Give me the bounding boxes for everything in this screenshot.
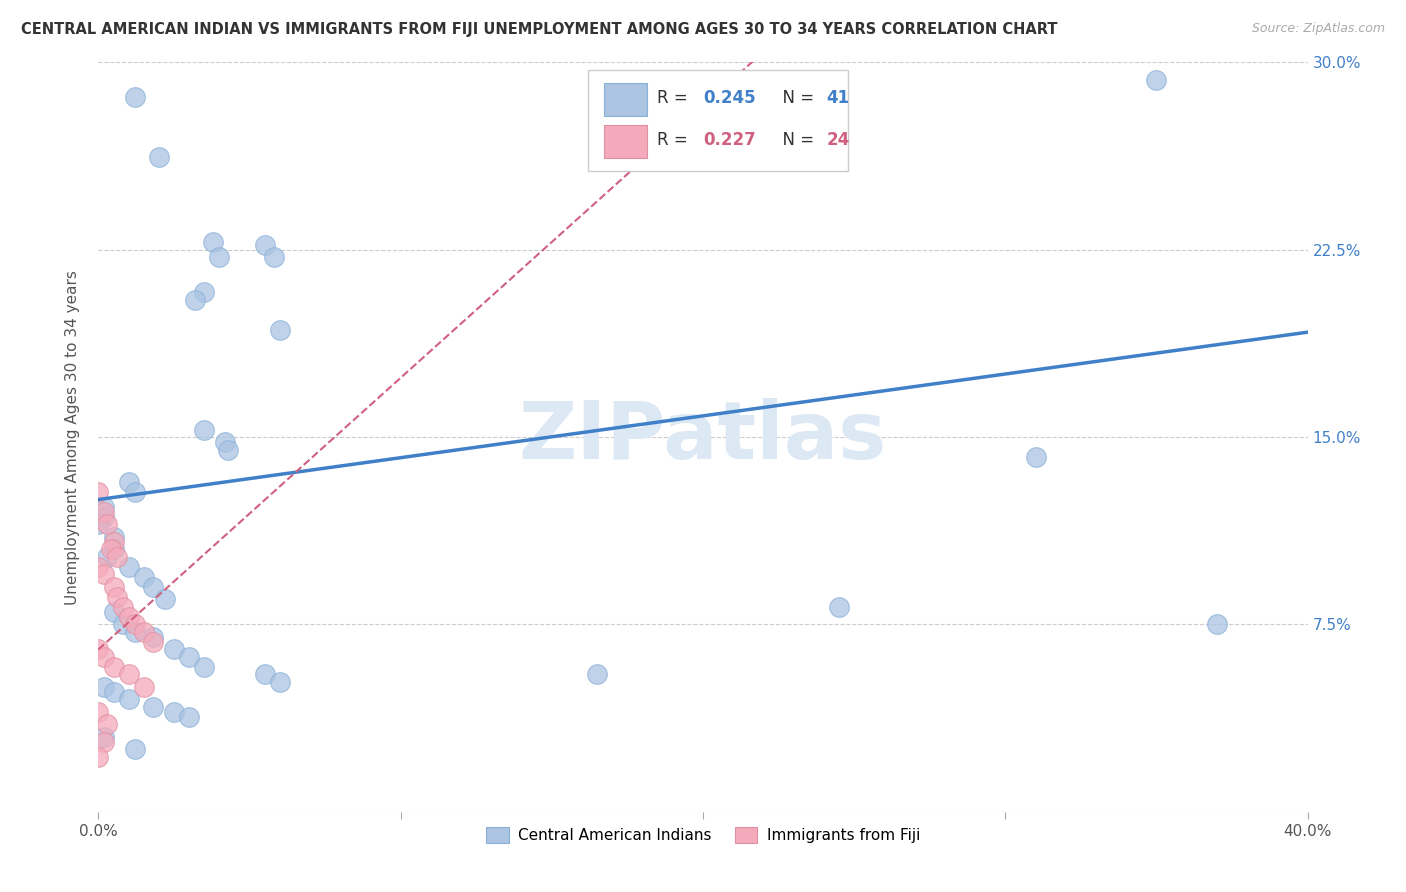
Point — [263, 250, 285, 264]
Point — [202, 235, 225, 250]
Point — [96, 549, 118, 564]
Point — [193, 285, 215, 300]
Text: ZIPatlas: ZIPatlas — [519, 398, 887, 476]
Point — [193, 660, 215, 674]
Point — [96, 517, 118, 532]
Point — [253, 237, 276, 252]
Point — [87, 517, 110, 532]
Point — [105, 549, 128, 564]
Point — [163, 705, 186, 719]
Point — [93, 567, 115, 582]
Text: 0.245: 0.245 — [703, 89, 755, 107]
Point — [214, 435, 236, 450]
Point — [132, 680, 155, 694]
Point — [253, 667, 276, 681]
Point — [124, 617, 146, 632]
Point — [217, 442, 239, 457]
Point — [118, 610, 141, 624]
Point — [103, 660, 125, 674]
Point — [87, 642, 110, 657]
Text: 24: 24 — [827, 130, 849, 149]
Point — [148, 150, 170, 164]
Point — [118, 560, 141, 574]
Point — [93, 500, 115, 514]
Text: CENTRAL AMERICAN INDIAN VS IMMIGRANTS FROM FIJI UNEMPLOYMENT AMONG AGES 30 TO 34: CENTRAL AMERICAN INDIAN VS IMMIGRANTS FR… — [21, 22, 1057, 37]
Point — [87, 485, 110, 500]
Point — [93, 730, 115, 744]
Point — [124, 624, 146, 639]
Point — [586, 667, 609, 681]
Point — [132, 624, 155, 639]
Point — [93, 735, 115, 749]
Text: 0.227: 0.227 — [703, 130, 756, 149]
Point — [142, 580, 165, 594]
Point — [96, 717, 118, 731]
Legend: Central American Indians, Immigrants from Fiji: Central American Indians, Immigrants fro… — [479, 821, 927, 849]
Point — [142, 699, 165, 714]
Point — [124, 485, 146, 500]
Point — [193, 423, 215, 437]
Point — [269, 323, 291, 337]
Point — [118, 667, 141, 681]
Point — [179, 710, 201, 724]
Point — [103, 542, 125, 557]
Point — [142, 635, 165, 649]
Point — [93, 649, 115, 664]
Point — [100, 542, 122, 557]
Point — [828, 599, 851, 614]
Point — [111, 617, 134, 632]
Point — [118, 692, 141, 706]
Point — [208, 250, 231, 264]
Point — [179, 649, 201, 664]
Point — [103, 605, 125, 619]
Point — [163, 642, 186, 657]
Text: R =: R = — [657, 89, 693, 107]
Point — [103, 685, 125, 699]
Point — [132, 570, 155, 584]
Point — [269, 674, 291, 689]
Point — [103, 580, 125, 594]
Point — [87, 749, 110, 764]
FancyBboxPatch shape — [588, 70, 848, 171]
Text: N =: N = — [772, 89, 820, 107]
FancyBboxPatch shape — [603, 84, 647, 116]
Point — [124, 742, 146, 756]
Point — [124, 90, 146, 104]
Point — [111, 599, 134, 614]
Text: 41: 41 — [827, 89, 849, 107]
Point — [105, 590, 128, 604]
Point — [118, 475, 141, 489]
Point — [103, 530, 125, 544]
Point — [87, 705, 110, 719]
Text: Source: ZipAtlas.com: Source: ZipAtlas.com — [1251, 22, 1385, 36]
Point — [1206, 617, 1229, 632]
Y-axis label: Unemployment Among Ages 30 to 34 years: Unemployment Among Ages 30 to 34 years — [65, 269, 80, 605]
Point — [93, 505, 115, 519]
Point — [184, 293, 207, 307]
Point — [87, 560, 110, 574]
Point — [1024, 450, 1046, 464]
Point — [153, 592, 176, 607]
Point — [93, 510, 115, 524]
Point — [1144, 73, 1167, 87]
Point — [142, 630, 165, 644]
Text: N =: N = — [772, 130, 820, 149]
FancyBboxPatch shape — [603, 125, 647, 158]
Text: R =: R = — [657, 130, 693, 149]
Point — [93, 680, 115, 694]
Point — [103, 535, 125, 549]
